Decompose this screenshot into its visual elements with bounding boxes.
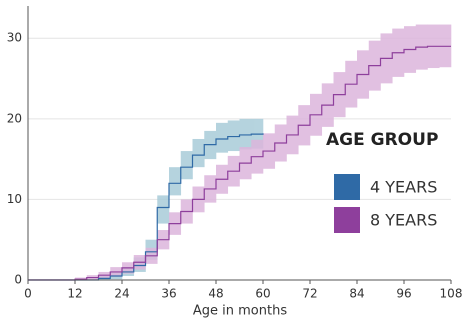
legend-swatch — [334, 174, 360, 200]
y-tick-label: 30 — [7, 31, 22, 45]
legend-label: 4 YEARS — [370, 178, 437, 197]
legend-title: AGE GROUP — [326, 130, 438, 150]
x-tick-label: 108 — [440, 287, 463, 301]
x-tick-label: 0 — [24, 287, 32, 301]
legend-label: 8 YEARS — [370, 211, 437, 230]
y-tick-label: 0 — [14, 273, 22, 287]
x-axis-label: Age in months — [193, 304, 287, 319]
legend-swatch — [334, 207, 360, 233]
band-step — [169, 167, 182, 196]
x-tick-label: 24 — [114, 287, 129, 301]
y-tick-label: 10 — [7, 192, 22, 206]
x-tick-label: 36 — [161, 287, 176, 301]
band-step — [192, 138, 205, 168]
x-tick-label: 84 — [349, 287, 364, 301]
band-step — [180, 151, 193, 180]
confidence-band — [28, 24, 452, 280]
band-step — [216, 122, 229, 153]
x-tick-label: 60 — [255, 287, 270, 301]
band-step — [227, 120, 240, 152]
x-tick-label: 12 — [67, 287, 82, 301]
x-tick-label: 48 — [208, 287, 223, 301]
band-step — [157, 195, 170, 224]
step-line — [28, 45, 451, 281]
x-tick-label: 72 — [302, 287, 317, 301]
x-tick-label: 96 — [396, 287, 411, 301]
band-step — [239, 118, 252, 150]
y-tick-label: 20 — [7, 111, 22, 125]
